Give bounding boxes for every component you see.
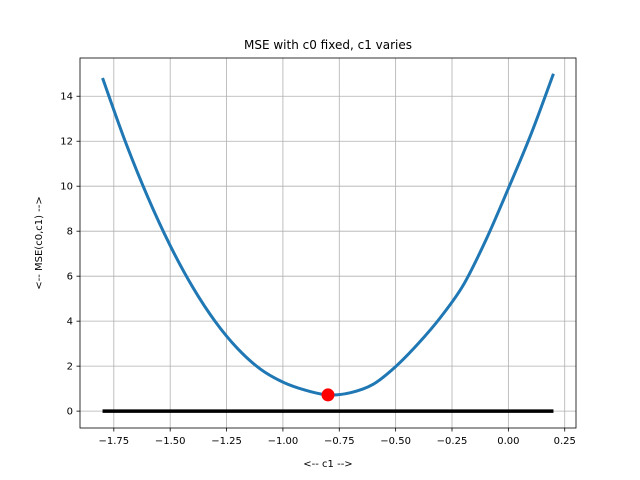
grid	[80, 58, 576, 428]
x-tick-label: −1.75	[98, 436, 129, 447]
chart-title: MSE with c0 fixed, c1 varies	[244, 38, 412, 52]
x-tick-label: −1.50	[155, 436, 186, 447]
series-layer	[101, 73, 555, 413]
y-tick-label: 10	[60, 182, 73, 193]
x-tick-label: −0.50	[380, 436, 411, 447]
x-tick-label: 0.25	[554, 436, 576, 447]
y-tick-label: 12	[60, 137, 73, 148]
y-tick-label: 6	[67, 272, 73, 283]
ticks: −1.75 −1.50 −1.25 −1.00 −0.75 −0.50 −0.25 0.00 0…	[60, 92, 576, 447]
x-tick-label: −1.25	[211, 436, 242, 447]
y-tick-label: 8	[67, 227, 73, 238]
y-tick-label: 14	[60, 92, 73, 103]
y-tick-label: 4	[67, 317, 73, 328]
x-tick-label: −1.00	[268, 436, 299, 447]
y-axis-label: <-- MSE(c0,c1) -->	[34, 196, 45, 290]
x-tick-label: 0.00	[497, 436, 519, 447]
x-tick-label: −0.25	[437, 436, 468, 447]
x-tick-label: −0.75	[324, 436, 355, 447]
minimum-marker	[321, 388, 335, 402]
y-tick-label: 2	[67, 362, 73, 373]
plot-frame	[79, 57, 577, 429]
y-tick-label: 0	[67, 407, 73, 418]
x-axis-label: <-- c1 -->	[303, 459, 352, 470]
